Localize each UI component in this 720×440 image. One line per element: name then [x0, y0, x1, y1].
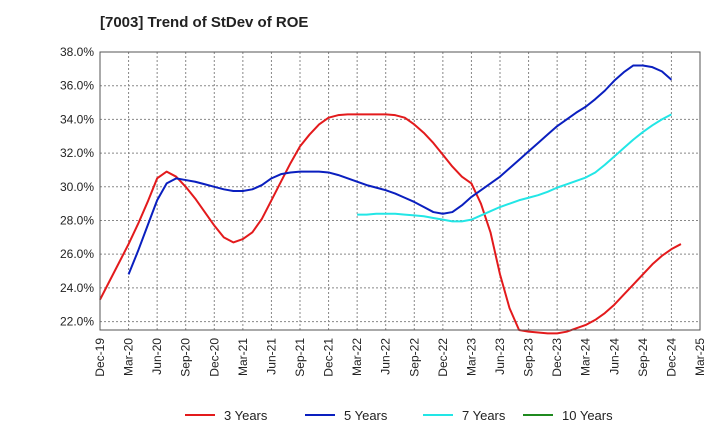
x-tick-label: Mar-21 — [236, 338, 250, 376]
y-tick-label: 32.0% — [60, 146, 94, 160]
plot-frame — [99, 51, 701, 331]
x-tick-label: Mar-24 — [579, 338, 593, 376]
series-line-3-years — [99, 113, 682, 335]
x-tick-label: Jun-24 — [607, 338, 621, 375]
x-tick-label: Dec-19 — [93, 338, 107, 377]
y-tick-label: 34.0% — [60, 112, 94, 126]
x-tick-label: Jun-22 — [379, 338, 393, 375]
y-tick-label: 38.0% — [60, 45, 94, 59]
x-tick-label: Mar-22 — [350, 338, 364, 376]
legend-label: 3 Years — [224, 408, 268, 423]
y-tick-label: 36.0% — [60, 79, 94, 93]
legend: 3 Years 5 Years 7 Years 10 Years — [185, 408, 613, 423]
legend-label: 7 Years — [462, 408, 506, 423]
x-tick-label: Dec-20 — [207, 338, 221, 377]
chart-title: [7003] Trend of StDev of ROE — [100, 14, 309, 31]
y-tick-label: 26.0% — [60, 247, 94, 261]
series-line-5-years — [127, 64, 673, 275]
x-tick-label: Jun-20 — [150, 338, 164, 375]
x-tick-label: Dec-21 — [322, 338, 336, 377]
x-tick-label: Sep-20 — [179, 338, 193, 377]
x-tick-label: Sep-22 — [407, 338, 421, 377]
x-tick-label: Mar-25 — [693, 338, 707, 376]
series-line-7-years — [357, 113, 672, 223]
legend-label: 10 Years — [562, 408, 613, 423]
y-tick-label: 24.0% — [60, 281, 94, 295]
legend-label: 5 Years — [344, 408, 388, 423]
x-tick-label: Sep-24 — [636, 338, 650, 377]
x-tick-label: Dec-22 — [436, 338, 450, 377]
y-tick-label: 28.0% — [60, 213, 94, 227]
series-lines — [99, 64, 682, 335]
x-tick-label: Sep-23 — [522, 338, 536, 377]
x-tick-label: Sep-21 — [293, 338, 307, 377]
x-tick-label: Mar-23 — [464, 338, 478, 376]
y-tick-label: 30.0% — [60, 180, 94, 194]
x-tick-label: Jun-23 — [493, 338, 507, 375]
y-tick-label: 22.0% — [60, 315, 94, 329]
x-tick-label: Dec-24 — [664, 338, 678, 377]
x-tick-label: Mar-20 — [122, 338, 136, 376]
x-tick-label: Dec-23 — [550, 338, 564, 377]
x-tick-label: Jun-21 — [264, 338, 278, 375]
y-axis-ticks: 22.0% 24.0% 26.0% 28.0% 30.0% 32.0% 34.0% 36.0%… — [60, 45, 94, 329]
x-axis-ticks: Dec-19 Mar-20 Jun-20 Sep-20 Dec-20 Mar-21 Jun-… — [93, 338, 707, 377]
